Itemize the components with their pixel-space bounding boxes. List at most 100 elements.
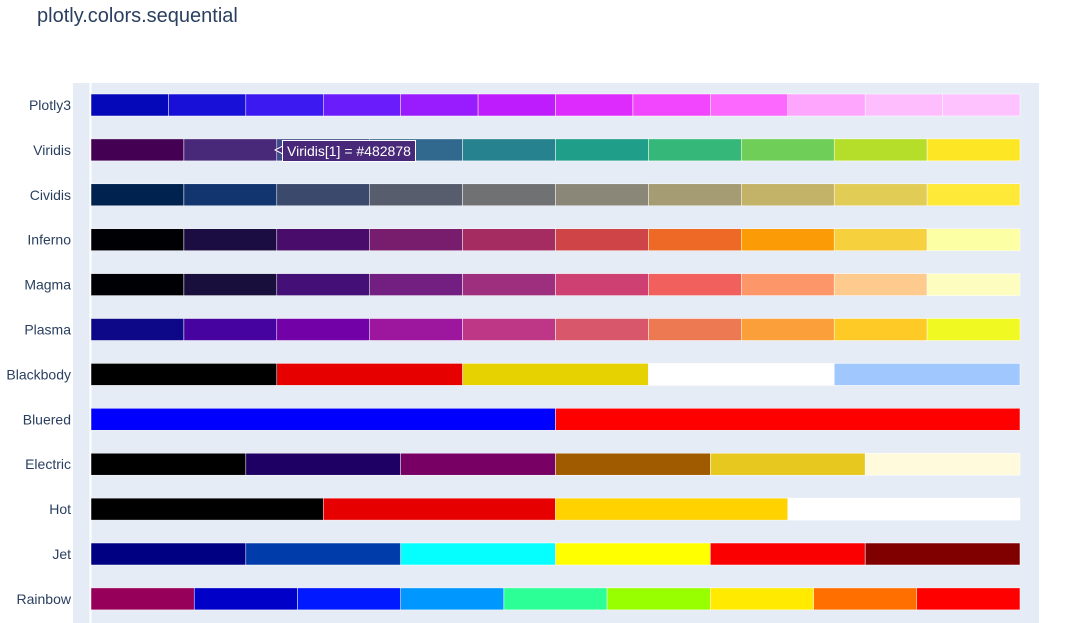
colorscale-row-magma[interactable] xyxy=(90,273,1021,296)
color-swatch-viridis-2[interactable] xyxy=(276,138,370,162)
color-swatch-bluered-0[interactable] xyxy=(90,408,556,431)
color-swatch-magma-1[interactable] xyxy=(183,273,278,296)
color-swatch-plotly3-1[interactable] xyxy=(168,93,247,117)
color-swatch-cividis-5[interactable] xyxy=(555,183,649,207)
color-swatch-cividis-8[interactable] xyxy=(833,183,928,207)
color-swatch-magma-6[interactable] xyxy=(648,273,742,296)
color-swatch-inferno-0[interactable] xyxy=(90,228,185,251)
color-swatch-cividis-7[interactable] xyxy=(741,183,835,207)
color-swatch-plotly3-9[interactable] xyxy=(787,93,866,117)
color-swatch-magma-4[interactable] xyxy=(462,273,556,296)
colorscale-row-plasma[interactable] xyxy=(90,318,1021,341)
color-swatch-rainbow-3[interactable] xyxy=(400,587,505,611)
color-swatch-electric-4[interactable] xyxy=(710,452,866,476)
color-swatch-plotly3-4[interactable] xyxy=(400,93,479,117)
color-swatch-plasma-7[interactable] xyxy=(741,318,835,341)
color-swatch-inferno-1[interactable] xyxy=(183,228,278,251)
color-swatch-rainbow-6[interactable] xyxy=(710,587,814,611)
color-swatch-plasma-3[interactable] xyxy=(369,318,463,341)
colorscale-row-rainbow[interactable] xyxy=(90,587,1021,611)
color-swatch-blackbody-1[interactable] xyxy=(276,363,463,386)
color-swatch-plasma-5[interactable] xyxy=(555,318,649,341)
color-swatch-jet-1[interactable] xyxy=(245,542,401,566)
color-swatch-blackbody-2[interactable] xyxy=(462,363,649,386)
color-swatch-rainbow-2[interactable] xyxy=(297,587,401,611)
colorscale-row-inferno[interactable] xyxy=(90,228,1021,251)
color-swatch-jet-2[interactable] xyxy=(400,542,556,566)
color-swatch-viridis-7[interactable] xyxy=(741,138,835,162)
color-swatch-inferno-4[interactable] xyxy=(462,228,556,251)
color-swatch-cividis-1[interactable] xyxy=(183,183,278,207)
color-swatch-cividis-6[interactable] xyxy=(648,183,742,207)
color-swatch-viridis-3[interactable] xyxy=(369,138,463,162)
colorscale-row-jet[interactable] xyxy=(90,542,1021,566)
color-swatch-hot-1[interactable] xyxy=(323,497,556,521)
color-swatch-plotly3-6[interactable] xyxy=(555,93,634,117)
color-swatch-viridis-0[interactable] xyxy=(90,138,185,162)
color-swatch-electric-2[interactable] xyxy=(400,452,556,476)
color-swatch-blackbody-0[interactable] xyxy=(90,363,278,386)
color-swatch-inferno-2[interactable] xyxy=(276,228,370,251)
color-swatch-plasma-6[interactable] xyxy=(648,318,742,341)
color-swatch-hot-3[interactable] xyxy=(787,497,1021,521)
color-swatch-magma-8[interactable] xyxy=(833,273,928,296)
colorscale-row-hot[interactable] xyxy=(90,497,1021,521)
colorscale-row-cividis[interactable] xyxy=(90,183,1021,207)
color-swatch-magma-0[interactable] xyxy=(90,273,185,296)
colorscale-row-electric[interactable] xyxy=(90,452,1021,476)
color-swatch-viridis-1[interactable] xyxy=(183,138,278,162)
color-swatch-viridis-4[interactable] xyxy=(462,138,556,162)
color-swatch-blackbody-4[interactable] xyxy=(833,363,1021,386)
color-swatch-plotly3-11[interactable] xyxy=(942,93,1021,117)
colorscale-row-blackbody[interactable] xyxy=(90,363,1021,386)
color-swatch-plasma-8[interactable] xyxy=(833,318,928,341)
color-swatch-jet-5[interactable] xyxy=(864,542,1021,566)
color-swatch-plotly3-10[interactable] xyxy=(864,93,943,117)
color-swatch-electric-5[interactable] xyxy=(864,452,1021,476)
color-swatch-cividis-2[interactable] xyxy=(276,183,370,207)
color-swatch-jet-4[interactable] xyxy=(710,542,866,566)
color-swatch-rainbow-1[interactable] xyxy=(193,587,298,611)
colorscale-row-viridis[interactable] xyxy=(90,138,1021,162)
color-swatch-viridis-8[interactable] xyxy=(833,138,928,162)
color-swatch-hot-0[interactable] xyxy=(90,497,324,521)
color-swatch-cividis-3[interactable] xyxy=(369,183,463,207)
colorscale-row-plotly3[interactable] xyxy=(90,93,1021,117)
color-swatch-plasma-4[interactable] xyxy=(462,318,556,341)
color-swatch-plasma-0[interactable] xyxy=(90,318,185,341)
color-swatch-blackbody-3[interactable] xyxy=(648,363,835,386)
color-swatch-jet-0[interactable] xyxy=(90,542,247,566)
color-swatch-rainbow-8[interactable] xyxy=(916,587,1021,611)
color-swatch-magma-7[interactable] xyxy=(741,273,835,296)
color-swatch-cividis-0[interactable] xyxy=(90,183,185,207)
color-swatch-cividis-9[interactable] xyxy=(926,183,1021,207)
color-swatch-inferno-8[interactable] xyxy=(833,228,928,251)
color-swatch-magma-5[interactable] xyxy=(555,273,649,296)
color-swatch-inferno-7[interactable] xyxy=(741,228,835,251)
color-swatch-viridis-6[interactable] xyxy=(648,138,742,162)
color-swatch-inferno-9[interactable] xyxy=(926,228,1021,251)
color-swatch-inferno-3[interactable] xyxy=(369,228,463,251)
color-swatch-jet-3[interactable] xyxy=(555,542,711,566)
color-swatch-rainbow-7[interactable] xyxy=(813,587,918,611)
color-swatch-bluered-1[interactable] xyxy=(555,408,1021,431)
color-swatch-viridis-5[interactable] xyxy=(555,138,649,162)
color-swatch-rainbow-5[interactable] xyxy=(606,587,711,611)
color-swatch-plotly3-3[interactable] xyxy=(323,93,401,117)
color-swatch-electric-0[interactable] xyxy=(90,452,247,476)
color-swatch-cividis-4[interactable] xyxy=(462,183,556,207)
color-swatch-inferno-5[interactable] xyxy=(555,228,649,251)
color-swatch-electric-1[interactable] xyxy=(245,452,401,476)
color-swatch-plotly3-5[interactable] xyxy=(477,93,556,117)
color-swatch-hot-2[interactable] xyxy=(555,497,788,521)
color-swatch-plasma-1[interactable] xyxy=(183,318,278,341)
color-swatch-magma-2[interactable] xyxy=(276,273,370,296)
color-swatch-viridis-9[interactable] xyxy=(926,138,1021,162)
color-swatch-plotly3-2[interactable] xyxy=(245,93,324,117)
color-swatch-rainbow-0[interactable] xyxy=(90,587,195,611)
color-swatch-plasma-2[interactable] xyxy=(276,318,370,341)
color-swatch-inferno-6[interactable] xyxy=(648,228,742,251)
color-swatch-rainbow-4[interactable] xyxy=(503,587,608,611)
color-swatch-magma-3[interactable] xyxy=(369,273,463,296)
